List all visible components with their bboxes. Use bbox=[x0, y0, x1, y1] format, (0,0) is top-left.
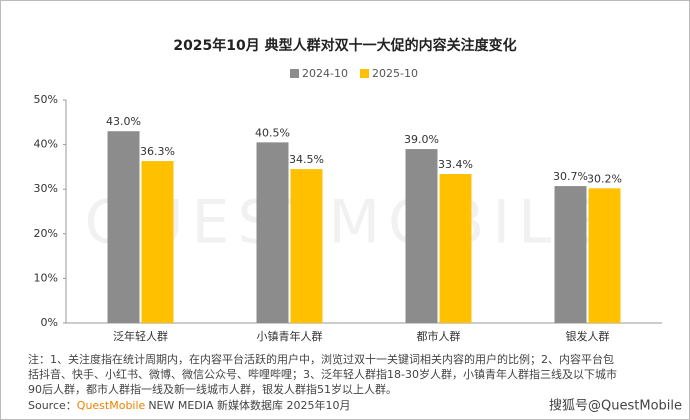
y-tick-label: 10% bbox=[34, 271, 58, 284]
bar bbox=[107, 131, 140, 323]
bar bbox=[588, 188, 621, 323]
source-label: Source： bbox=[28, 399, 77, 412]
value-label: 30.7% bbox=[553, 170, 588, 183]
legend-label: 2025-10 bbox=[372, 67, 418, 80]
bar bbox=[256, 142, 289, 323]
chart-title: 2025年10月 典型人群对双十一大促的内容关注度变化 bbox=[173, 37, 516, 54]
value-label: 43.0% bbox=[106, 115, 141, 128]
x-tick-label: 泛年轻人群 bbox=[113, 329, 168, 343]
value-label: 40.5% bbox=[255, 126, 290, 139]
y-tick-label: 50% bbox=[34, 93, 58, 106]
bar bbox=[554, 186, 587, 323]
value-label: 39.0% bbox=[404, 133, 439, 146]
credit: 搜狐号@QuestMobile bbox=[549, 399, 682, 414]
bar bbox=[141, 161, 174, 323]
y-tick-label: 0% bbox=[41, 316, 58, 329]
x-tick-label: 都市人群 bbox=[417, 329, 461, 343]
legend-swatch bbox=[360, 69, 369, 78]
bar bbox=[290, 169, 323, 323]
value-label: 36.3% bbox=[140, 145, 175, 158]
note: 90后人群，都市人群指一线及新一线城市人群，银发人群指51岁以上人群。 bbox=[28, 382, 397, 396]
y-tick-label: 20% bbox=[34, 227, 58, 240]
x-tick-label: 小镇青年人群 bbox=[257, 329, 323, 343]
value-label: 34.5% bbox=[289, 153, 324, 166]
source: Source：QuestMobile NEW MEDIA 新媒体数据库 2025年… bbox=[28, 398, 351, 412]
y-tick-label: 30% bbox=[34, 182, 58, 195]
legend-label: 2024-10 bbox=[302, 67, 348, 80]
bar bbox=[405, 149, 438, 323]
bar bbox=[439, 174, 472, 323]
value-label: 33.4% bbox=[438, 158, 473, 171]
value-label: 30.2% bbox=[587, 172, 622, 185]
note: 括抖音、快手、小红书、微博、微信公众号、哔哩哔哩；3、泛年轻人群指18-30岁人… bbox=[28, 367, 617, 381]
source-brand: QuestMobile bbox=[77, 399, 146, 412]
note: 注：1、关注度指在统计周期内，在内容平台活跃的用户中，浏览过双十一关键词相关内容… bbox=[28, 352, 614, 366]
legend-swatch bbox=[290, 69, 299, 78]
x-tick-label: 银发人群 bbox=[566, 329, 610, 343]
y-tick-label: 40% bbox=[34, 138, 58, 151]
source-rest: NEW MEDIA 新媒体数据库 2025年10月 bbox=[148, 398, 350, 412]
